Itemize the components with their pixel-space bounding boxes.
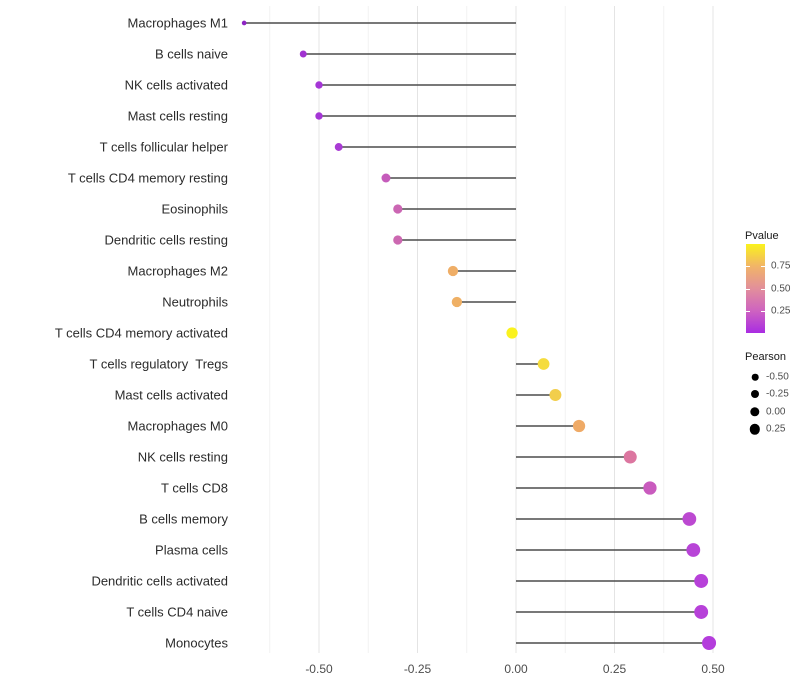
data-point [299, 50, 307, 58]
data-point [334, 143, 343, 151]
data-point [549, 389, 562, 401]
colorbar-tick-label: 0.75 [771, 260, 791, 272]
row-label: T cells CD4 naive [126, 605, 228, 620]
data-point [694, 605, 709, 619]
row-label: Dendritic cells resting [104, 233, 228, 248]
row-label: T cells CD4 memory resting [68, 171, 228, 186]
row-label: Mast cells resting [128, 109, 228, 124]
data-point [623, 450, 637, 464]
row-label: B cells naive [155, 47, 228, 62]
data-point [682, 512, 697, 526]
colorbar-tick-mark [761, 288, 765, 290]
data-point [381, 173, 391, 183]
colorbar-tick-label: 0.50 [771, 283, 791, 294]
colorbar-tick-mark [746, 266, 750, 268]
pearson-legend-label: -0.50 [766, 371, 789, 383]
colorbar-tick-label: 0.25 [771, 305, 791, 317]
row-label: Macrophages M0 [128, 419, 228, 434]
data-point [702, 636, 717, 650]
data-point [315, 81, 323, 89]
row-label: Plasma cells [155, 543, 228, 558]
colorbar-tick-mark [746, 288, 750, 290]
data-point [506, 327, 518, 339]
data-point [572, 419, 586, 433]
row-label: Dendritic cells activated [91, 574, 228, 589]
row-label: T cells CD4 memory activated [55, 326, 228, 341]
data-point [315, 112, 323, 120]
pearson-legend-dot [749, 423, 761, 435]
data-point [643, 481, 657, 495]
row-label: T cells regulatory Tregs [90, 357, 229, 372]
x-axis-tick-label: -0.50 [305, 662, 333, 676]
x-axis-tick-label: 0.25 [603, 662, 627, 676]
x-axis-tick-label: 0.50 [701, 662, 725, 676]
data-point [393, 204, 403, 214]
pvalue-legend-title: Pvalue [745, 230, 779, 242]
pearson-legend-label: 0.00 [766, 406, 786, 418]
row-label: Macrophages M2 [128, 264, 228, 279]
pearson-legend-dot [751, 373, 759, 381]
data-point [694, 574, 709, 588]
colorbar-tick-mark [761, 266, 765, 268]
data-point [393, 235, 403, 245]
row-label: T cells follicular helper [100, 140, 229, 155]
pearson-legend-title: Pearson [745, 351, 786, 363]
pearson-legend-label: -0.25 [766, 388, 789, 400]
row-label: Monocytes [165, 636, 228, 651]
row-label: B cells memory [139, 512, 228, 527]
row-label: Neutrophils [162, 295, 228, 310]
pearson-legend-dot [751, 390, 759, 399]
data-point [241, 20, 247, 26]
x-axis-tick-label: 0.00 [504, 662, 528, 676]
row-label: T cells CD8 [161, 481, 228, 496]
row-label: Mast cells activated [115, 388, 228, 403]
colorbar-tick-mark [761, 310, 765, 312]
row-label: Macrophages M1 [128, 16, 228, 31]
pearson-legend-dot [750, 407, 760, 417]
row-label: NK cells activated [125, 78, 228, 93]
data-point [686, 543, 701, 557]
pearson-legend-label: 0.25 [766, 423, 786, 435]
colorbar-tick-mark [746, 310, 750, 312]
row-label: NK cells resting [138, 450, 228, 465]
row-label: Eosinophils [162, 202, 229, 217]
pvalue-colorbar [746, 244, 765, 333]
data-point [447, 265, 459, 277]
data-point [537, 358, 550, 370]
x-axis-tick-label: -0.25 [404, 662, 432, 676]
data-point [451, 296, 463, 308]
